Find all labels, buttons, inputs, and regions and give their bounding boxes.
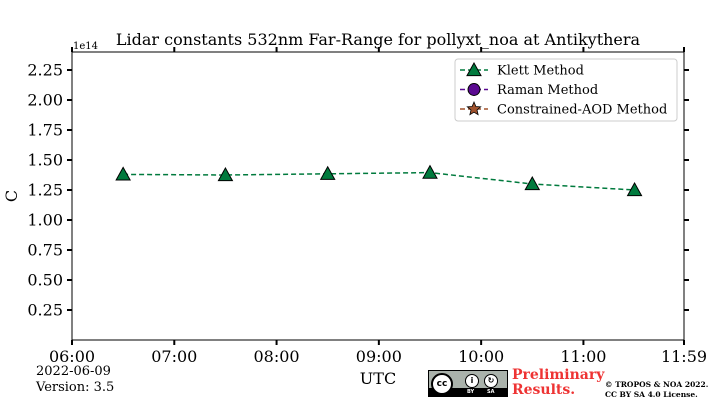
preliminary-results-note: Preliminary Results. <box>512 368 604 398</box>
preliminary-line-1: Preliminary <box>512 367 605 383</box>
x-tick-label: 09:00 <box>356 347 402 366</box>
y-tick-label: 2.25 <box>27 61 63 80</box>
legend-box <box>454 58 678 122</box>
badge-strip <box>429 388 507 396</box>
cc-icon: cc <box>431 373 453 395</box>
y-tick-label: 1.50 <box>27 151 63 170</box>
legend-label: Klett Method <box>497 64 584 79</box>
by-label: BY <box>467 389 475 395</box>
sa-label: SA <box>487 389 495 395</box>
legend-marker <box>467 83 481 96</box>
copyright-line-1: © TROPOS & NOA 2022. <box>605 380 709 389</box>
copyright-line-2: CC BY SA 4.0 License. <box>605 390 698 399</box>
y-axis-label: C <box>2 190 21 202</box>
attribution-icon: i <box>465 374 479 388</box>
series-line <box>123 171 635 191</box>
copyright-note: © TROPOS & NOA 2022. CC BY SA 4.0 Licens… <box>605 380 708 400</box>
preliminary-line-2: Results. <box>512 382 576 398</box>
legend-marker <box>466 100 482 116</box>
chart-title: Lidar constants 532nm Far-Range for poll… <box>116 30 641 49</box>
series-layer <box>115 164 643 197</box>
data-point <box>626 181 643 197</box>
legend-label: Constrained-AOD Method <box>497 103 667 118</box>
x-tick-label: 11:00 <box>560 347 606 366</box>
data-point <box>422 164 438 179</box>
y-tick-label: 0.50 <box>27 271 63 290</box>
legend: Klett Method Raman Method Constrained-AOD … <box>454 58 678 122</box>
data-point <box>319 165 336 180</box>
x-tick-label: 08:00 <box>254 347 300 366</box>
legend-label: Raman Method <box>497 83 598 98</box>
series-klett-method <box>115 164 643 197</box>
x-tick-label: 06:00 <box>49 347 95 366</box>
y-axis-multiplier: 1e14 <box>73 41 98 52</box>
share-alike-icon: ↻ <box>484 374 498 388</box>
data-point <box>524 175 541 191</box>
y-tick-label: 0.25 <box>27 301 63 320</box>
legend-marker <box>466 61 482 77</box>
cc-license-badge: cc i ↻ BY SA <box>428 370 508 397</box>
x-axis-label: UTC <box>360 369 396 388</box>
x-tick-label: 07:00 <box>151 347 197 366</box>
y-tick-label: 1.75 <box>27 121 63 140</box>
footer-date: 2022-06-09 <box>36 364 111 379</box>
data-point <box>115 166 131 181</box>
footer-info: 2022-06-09 Version: 3.5 <box>36 364 114 396</box>
y-tick-label: 0.75 <box>27 241 63 260</box>
y-tick-label: 1.25 <box>27 181 63 200</box>
x-tick-label: 11:59 <box>661 347 707 366</box>
axes: 06:00 07:00 08:00 09:00 10:00 11:00 11:59 0.25 0… <box>27 47 707 366</box>
y-tick-label: 1.00 <box>27 211 63 230</box>
footer-version: Version: 3.5 <box>36 380 115 395</box>
y-tick-label: 2.00 <box>27 91 63 110</box>
x-tick-label: 10:00 <box>458 347 504 366</box>
data-point <box>217 166 234 182</box>
